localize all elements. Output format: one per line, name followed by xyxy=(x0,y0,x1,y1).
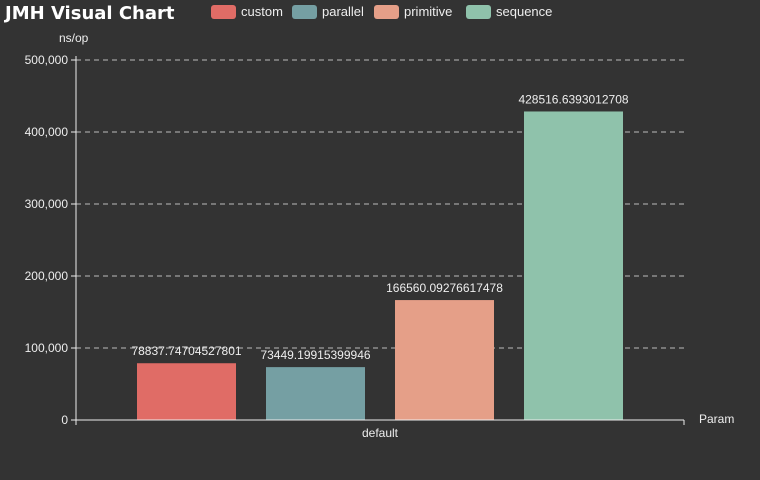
y-tick-label: 500,000 xyxy=(25,53,69,67)
x-axis-title: Param xyxy=(699,412,734,426)
legend: custom parallel primitive sequence xyxy=(211,4,552,19)
y-tick-label: 100,000 xyxy=(25,341,69,355)
y-tick-label: 200,000 xyxy=(25,269,69,283)
legend-label-parallel[interactable]: parallel xyxy=(322,4,364,19)
legend-swatch-custom[interactable] xyxy=(211,5,236,19)
y-axis: 0 100,000 200,000 300,000 400,000 500,000 xyxy=(25,53,77,427)
y-axis-unit: ns/op xyxy=(59,31,89,45)
bar-sequence[interactable] xyxy=(524,111,623,420)
y-tick-label: 400,000 xyxy=(25,125,69,139)
legend-label-primitive[interactable]: primitive xyxy=(404,4,452,19)
bar-parallel[interactable] xyxy=(266,367,365,420)
bar-custom[interactable] xyxy=(137,363,236,420)
data-label-parallel: 73449.19915399946 xyxy=(260,348,370,362)
y-tick-label: 300,000 xyxy=(25,197,69,211)
x-axis: default xyxy=(75,419,685,440)
data-label-primitive: 166560.09276617478 xyxy=(386,281,503,295)
data-label-custom: 78837.74704527801 xyxy=(131,344,241,358)
legend-label-sequence[interactable]: sequence xyxy=(496,4,552,19)
legend-label-custom[interactable]: custom xyxy=(241,4,283,19)
legend-swatch-sequence[interactable] xyxy=(466,5,491,19)
y-tick-label: 0 xyxy=(61,413,68,427)
legend-swatch-parallel[interactable] xyxy=(292,5,317,19)
chart-title: JMH Visual Chart xyxy=(3,3,175,24)
data-label-sequence: 428516.6393012708 xyxy=(518,92,628,106)
legend-swatch-primitive[interactable] xyxy=(374,5,399,19)
x-tick-label: default xyxy=(362,426,399,440)
bar-primitive[interactable] xyxy=(395,300,494,420)
bars: 78837.74704527801 73449.19915399946 166560… xyxy=(131,92,629,420)
